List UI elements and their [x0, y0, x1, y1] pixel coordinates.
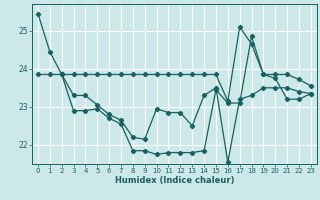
- X-axis label: Humidex (Indice chaleur): Humidex (Indice chaleur): [115, 176, 234, 185]
